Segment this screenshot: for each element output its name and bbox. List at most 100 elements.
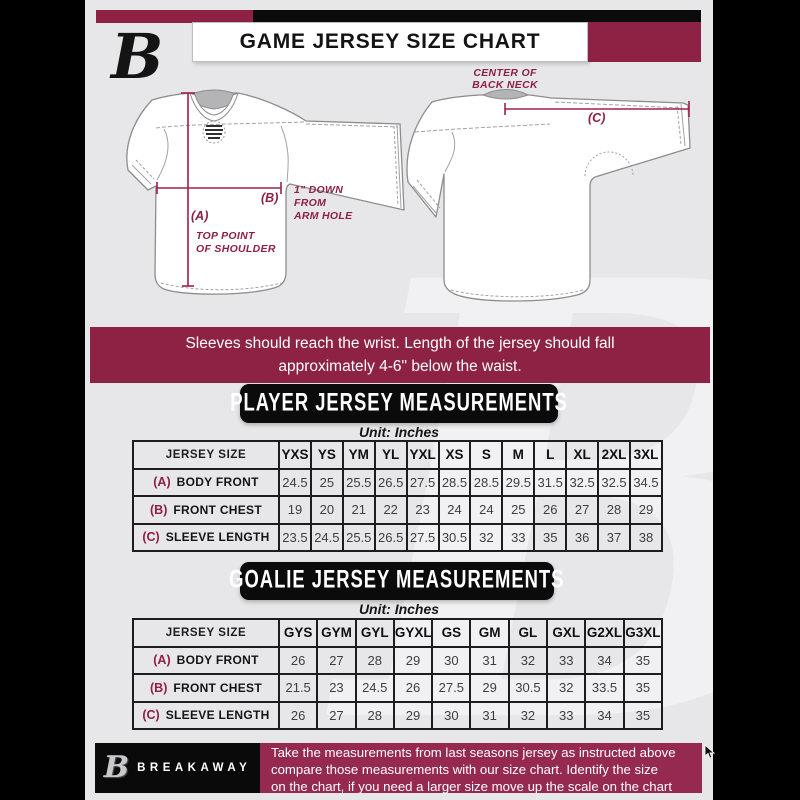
- size-column-header: XL: [565, 440, 600, 470]
- size-column-header: GS: [431, 618, 472, 648]
- size-column-header: G2XL: [584, 618, 625, 648]
- jersey-diagrams: CENTER OF BACK NECK (C) (B) 1" DOWN FROM…: [85, 62, 713, 328]
- measurement-cell: 25: [501, 495, 536, 525]
- size-column-header: YM: [341, 440, 376, 470]
- measurement-cell: 24: [469, 495, 504, 525]
- lace-detail: [205, 125, 223, 139]
- goalie-section-title-pill: GOALIE JERSEY MEASUREMENTS: [229, 562, 564, 600]
- row-label-text: BODY FRONT: [176, 475, 259, 490]
- measurement-cell: 34: [584, 645, 625, 675]
- label-center-back-neck-1: CENTER OF: [473, 67, 537, 79]
- size-header-row: JERSEY SIZE GYS GYM GYL GYXL GS GM GL GXL G2XL G3X…: [132, 618, 664, 648]
- measurement-cell: 27.5: [405, 467, 440, 497]
- row-marker: (B): [150, 502, 168, 517]
- measurement-cell: 35: [622, 700, 664, 730]
- measurement-cell: 24.5: [354, 673, 395, 703]
- back-jersey-drawing: [406, 89, 691, 302]
- measurement-lines: [156, 92, 690, 287]
- jersey-size-corner-header: JERSEY SIZE: [132, 618, 280, 648]
- measurement-cell: 32.5: [597, 467, 631, 497]
- size-column-header: S: [469, 440, 504, 470]
- size-column-header: GM: [469, 618, 510, 648]
- measurement-cell: 32: [546, 673, 587, 703]
- measurement-cell: 29: [469, 673, 510, 703]
- measurement-cell: 36: [565, 522, 600, 552]
- measurement-cell: 34.5: [628, 467, 664, 497]
- mouse-cursor: [704, 743, 716, 765]
- measurement-row-label: (B) FRONT CHEST: [132, 673, 280, 703]
- measurement-cell: 29.5: [501, 467, 536, 497]
- row-label-text: SLEEVE LENGTH: [165, 530, 270, 545]
- row-marker: (C): [142, 530, 160, 545]
- measurement-cell: 23: [405, 495, 440, 525]
- measurement-cell: 26: [392, 673, 434, 703]
- measurement-row-label: (A) BODY FRONT: [132, 645, 280, 675]
- measurement-cell: 32: [507, 645, 549, 675]
- measurement-cell: 26: [533, 495, 568, 525]
- footer-brand-box: B BREAKAWAY: [95, 743, 260, 793]
- measurement-cell: 27: [316, 700, 357, 730]
- footer-logo-icon: B: [103, 750, 130, 785]
- size-column-header: XS: [437, 440, 472, 470]
- size-column-header: YXS: [278, 440, 312, 470]
- measurement-cell: 35: [622, 673, 664, 703]
- measurement-cell: 31.5: [533, 467, 568, 497]
- footer-instructions-line2: compare those measurements with our size…: [271, 761, 659, 777]
- measurement-cell: 38: [628, 522, 664, 552]
- jersey-size-corner-header: JERSEY SIZE: [132, 440, 280, 470]
- measurement-cell: 30.5: [437, 522, 472, 552]
- size-column-header: YS: [309, 440, 344, 470]
- measurement-cell: 26: [277, 700, 319, 730]
- size-column-header: GXL: [546, 618, 587, 648]
- measurement-cell: 21.5: [277, 673, 319, 703]
- page-title: GAME JERSEY SIZE CHART: [239, 30, 541, 53]
- size-column-header: GYXL: [392, 618, 434, 648]
- fit-note-banner: Sleeves should reach the wrist. Length o…: [90, 327, 710, 383]
- row-marker: (B): [150, 680, 168, 695]
- row-marker: (C): [142, 708, 160, 723]
- row-label-text: FRONT CHEST: [173, 680, 262, 695]
- measurement-row-label: (C) SLEEVE LENGTH: [132, 522, 280, 552]
- goalie-section-title: GOALIE JERSEY MEASUREMENTS: [229, 566, 565, 594]
- label-armhole-2: FROM: [294, 197, 326, 209]
- measurement-cell: 28: [354, 700, 395, 730]
- measurement-cell: 28.5: [437, 467, 472, 497]
- label-marker-c: (C): [588, 111, 605, 125]
- measurement-cell: 30.5: [507, 673, 549, 703]
- measurement-cell: 37: [597, 522, 631, 552]
- measurement-cell: 29: [392, 700, 434, 730]
- measurement-cell: 19: [278, 495, 312, 525]
- label-armhole-3: ARM HOLE: [293, 210, 353, 222]
- goalie-measurements-table: JERSEY SIZE GYS GYM GYL GYXL GS GM GL GXL G2XL G3X…: [132, 618, 664, 730]
- measurement-cell: 29: [392, 645, 434, 675]
- measurement-row: (C) SLEEVE LENGTH 26 27 28 29 30 31 32 33 34 35: [132, 700, 664, 730]
- label-center-back-neck-2: BACK NECK: [472, 79, 539, 91]
- player-unit-label: Unit: Inches: [358, 424, 440, 440]
- row-marker: (A): [153, 653, 171, 668]
- header-maroon-block: [588, 22, 701, 62]
- measurement-cell: 34: [584, 700, 625, 730]
- goalie-unit-label: Unit: Inches: [358, 601, 440, 617]
- measurement-cell: 33: [546, 700, 587, 730]
- size-column-header: GL: [507, 618, 549, 648]
- measurement-cell: 32: [507, 700, 549, 730]
- measurement-cell: 25.5: [341, 467, 376, 497]
- label-top-point-2: OF SHOULDER: [196, 243, 276, 255]
- measurement-row: (B) FRONT CHEST 21.5 23 24.5 26 27.5 29 30.5 32 33…: [132, 673, 664, 703]
- label-marker-b: (B): [261, 191, 278, 205]
- measurement-cell: 27.5: [405, 522, 440, 552]
- measurement-cell: 23: [316, 673, 357, 703]
- row-label-text: FRONT CHEST: [173, 502, 262, 517]
- measurement-cell: 31: [469, 700, 510, 730]
- size-column-header: GYM: [316, 618, 357, 648]
- header-accent-strip-black: [253, 10, 701, 23]
- measurement-cell: 30: [431, 645, 472, 675]
- size-header-row: JERSEY SIZE YXS YS YM YL YXL XS S M L XL 2XL 3XL: [132, 440, 664, 470]
- row-label-text: BODY FRONT: [176, 653, 259, 668]
- measurement-cell: 32: [469, 522, 504, 552]
- fit-note-line2: approximately 4-6" below the waist.: [278, 358, 522, 375]
- measurement-cell: 24: [437, 495, 472, 525]
- measurement-cell: 26.5: [373, 522, 408, 552]
- measurement-cell: 22: [373, 495, 408, 525]
